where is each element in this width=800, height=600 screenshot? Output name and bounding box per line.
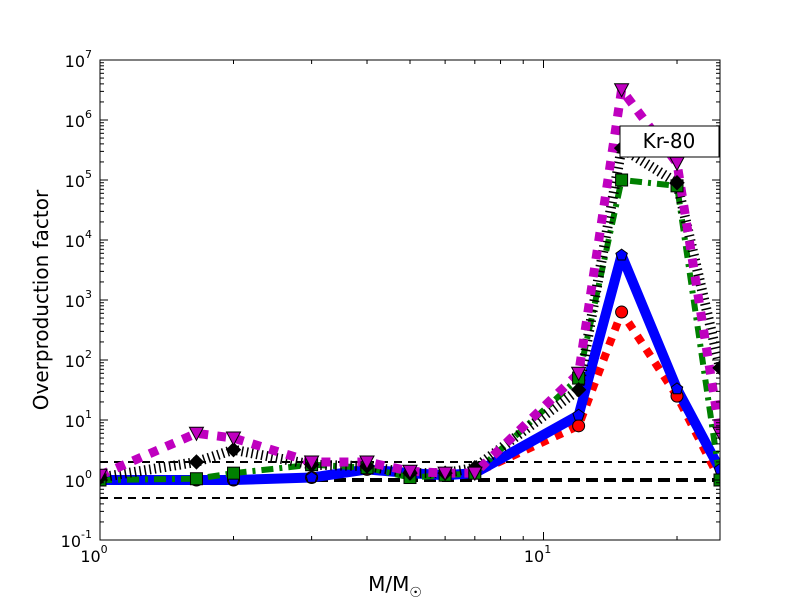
data-point	[188, 454, 205, 470]
series-line-green-squares	[100, 177, 720, 483]
series-line-blue-pentagons	[100, 250, 720, 485]
x-tick-label: 100	[80, 543, 107, 566]
x-tick-exponent: 0	[101, 543, 108, 556]
y-tick-exponent: 2	[85, 348, 92, 361]
y-tick-exponent: 5	[85, 168, 92, 181]
data-point	[225, 431, 242, 447]
y-axis-label: Overproduction factor	[29, 189, 53, 410]
data-point	[712, 360, 720, 376]
data-point	[570, 366, 587, 382]
data-point	[437, 466, 453, 482]
data-point	[227, 466, 241, 480]
data-point	[402, 464, 418, 480]
y-tick-exponent: 6	[85, 108, 92, 121]
y-tick-exponent: 1	[85, 408, 92, 421]
y-tick-label: 104	[65, 228, 92, 251]
y-tick-exponent: 0	[85, 468, 92, 481]
x-tick-label: 101	[524, 543, 551, 566]
y-tick-label: 106	[65, 108, 92, 131]
data-point	[670, 382, 684, 395]
data-point	[615, 305, 629, 319]
data-point	[615, 248, 628, 261]
series-line-magenta-triangles	[100, 85, 720, 480]
annotation-label: Kr-80	[643, 129, 696, 153]
data-point	[713, 462, 720, 475]
data-point	[359, 455, 375, 470]
series-line-black-diamonds	[100, 143, 720, 483]
data-point	[100, 468, 108, 484]
data-point	[669, 175, 685, 191]
y-tick-exponent: -1	[81, 528, 92, 541]
data-point	[570, 381, 587, 398]
x-axis-label: M/M☉	[368, 572, 422, 600]
data-point	[572, 419, 586, 433]
y-tick-label: 102	[65, 348, 92, 371]
data-point	[615, 173, 629, 187]
data-point	[305, 470, 318, 483]
x-tick-exponent: 1	[544, 543, 551, 556]
y-tick-label: 107	[65, 48, 92, 71]
data-point	[572, 408, 585, 421]
y-tick-exponent: 3	[85, 288, 92, 301]
data-point	[303, 455, 320, 470]
annotation-box	[619, 125, 720, 158]
data-point	[466, 466, 483, 482]
plot-area	[100, 83, 720, 500]
data-point	[613, 83, 630, 98]
data-point	[225, 441, 242, 458]
y-tick-label: 100	[65, 468, 92, 491]
x-axis-label-subscript: ☉	[409, 585, 422, 600]
y-tick-exponent: 7	[85, 48, 92, 61]
y-tick-exponent: 4	[85, 228, 92, 241]
y-tick-label: 103	[65, 288, 92, 311]
y-tick-label: 105	[65, 168, 92, 191]
series-line-red-circles	[100, 308, 720, 484]
data-point	[188, 426, 205, 442]
y-tick-label: 101	[65, 408, 92, 431]
data-point	[189, 472, 203, 486]
